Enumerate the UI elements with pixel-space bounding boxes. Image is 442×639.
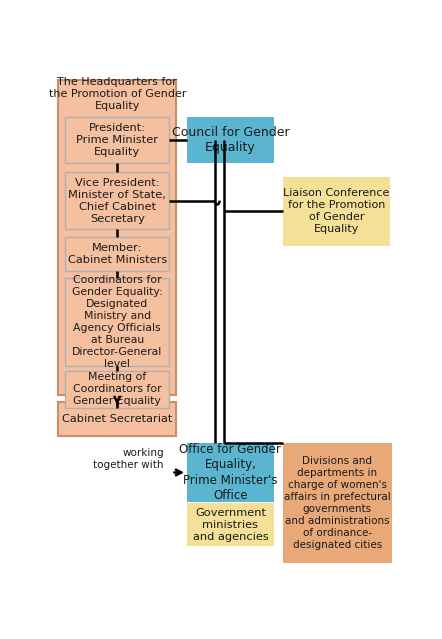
Text: The Headquarters for
the Promotion of Gender
Equality: The Headquarters for the Promotion of Ge…: [49, 77, 186, 111]
Text: working
together with: working together with: [93, 449, 164, 470]
Bar: [283, 443, 392, 564]
Text: President:
Prime Minister
Equality: President: Prime Minister Equality: [76, 123, 158, 157]
Bar: [65, 117, 169, 163]
Text: Divisions and
departments in
charge of women's
affairs in prefectural
government: Divisions and departments in charge of w…: [284, 456, 391, 550]
Text: Vice President:
Minister of State,
Chief Cabinet
Secretary: Vice President: Minister of State, Chief…: [69, 178, 166, 224]
Bar: [283, 177, 390, 246]
Bar: [187, 443, 274, 502]
Bar: [58, 80, 176, 396]
Bar: [65, 371, 169, 408]
Bar: [187, 117, 274, 163]
Bar: [65, 172, 169, 229]
Text: Coordinators for
Gender Equality:
Designated
Ministry and
Agency Officials
at Bu: Coordinators for Gender Equality: Design…: [72, 275, 163, 369]
Bar: [65, 279, 169, 366]
Bar: [187, 504, 274, 546]
Text: Meeting of
Coordinators for
Gender Equality: Meeting of Coordinators for Gender Equal…: [73, 373, 162, 406]
Bar: [65, 237, 169, 271]
Bar: [58, 402, 176, 436]
Text: Liaison Conference
for the Promotion
of Gender
Equality: Liaison Conference for the Promotion of …: [283, 189, 390, 235]
Text: Government
ministries
and agencies: Government ministries and agencies: [193, 508, 268, 542]
Text: Member:
Cabinet Ministers: Member: Cabinet Ministers: [68, 243, 167, 265]
Text: Office for Gender
Equality,
Prime Minister's
Office: Office for Gender Equality, Prime Minist…: [179, 443, 282, 502]
Text: Cabinet Secretariat: Cabinet Secretariat: [62, 413, 172, 424]
Text: Council for Gender
Equality: Council for Gender Equality: [171, 126, 289, 154]
